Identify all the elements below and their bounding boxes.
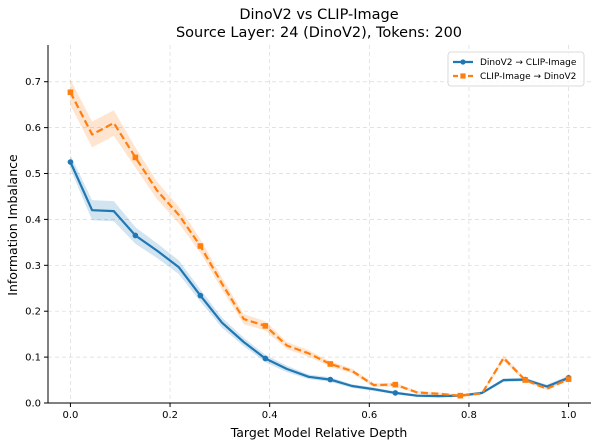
series-markers	[67, 89, 572, 399]
series-lines	[69, 91, 570, 398]
series-2-point	[67, 89, 74, 96]
legend: DinoV2 → CLIP-Image CLIP-Image → DinoV2	[447, 51, 585, 87]
x-tick-label: 0.8	[461, 410, 477, 421]
x-tick-label: 0.6	[361, 410, 377, 421]
legend-label-1: DinoV2 → CLIP-Image	[480, 58, 577, 68]
x-tick-label: 0.0	[62, 410, 78, 421]
series-2-point	[522, 377, 529, 383]
y-tick-label: 0.7	[25, 77, 41, 88]
series-1-point	[327, 376, 334, 383]
x-axis-label: Target Model Relative Depth	[230, 425, 408, 440]
series-2-point	[565, 376, 572, 382]
series-2-point	[457, 392, 464, 399]
series-1-point	[392, 390, 399, 396]
chart-title: DinoV2 vs CLIP-Image	[239, 7, 398, 23]
series-line-1	[69, 161, 570, 398]
series-2-point	[262, 323, 269, 329]
x-tick-label: 0.4	[262, 410, 278, 421]
y-axis-label: Information Imbalance	[5, 154, 20, 296]
y-ticks: 0.0 0.1 0.2 0.3 0.4 0.5 0.6 0.7	[25, 77, 48, 410]
series-2-point	[132, 154, 139, 161]
axes	[47, 45, 591, 404]
y-tick-label: 0.0	[25, 399, 41, 410]
chart-subtitle: Source Layer: 24 (DinoV2), Tokens: 200	[176, 25, 462, 41]
x-tick-label: 0.2	[162, 410, 178, 421]
x-tick-label: 1.0	[561, 410, 577, 421]
y-tick-label: 0.1	[25, 353, 41, 364]
series-2-point	[392, 381, 399, 388]
series-1-point	[67, 159, 74, 165]
legend-marker-2	[460, 73, 466, 79]
legend-frame	[447, 51, 585, 87]
series-2-point	[197, 243, 204, 249]
series-1-point	[197, 292, 204, 299]
series-1-point	[132, 232, 139, 239]
y-tick-label: 0.2	[25, 307, 41, 318]
y-tick-label: 0.6	[25, 123, 41, 134]
y-tick-label: 0.3	[25, 261, 41, 272]
series-2-point	[327, 361, 334, 367]
x-ticks: 0.0 0.2 0.4 0.6 0.8 1.0	[62, 403, 577, 421]
grid-lines	[48, 45, 591, 404]
legend-label-2: CLIP-Image → DinoV2	[480, 72, 576, 82]
legend-marker-1	[460, 59, 466, 65]
series-1-point	[262, 355, 269, 362]
series-line-2	[69, 91, 570, 397]
y-tick-label: 0.4	[25, 215, 41, 226]
y-tick-label: 0.5	[25, 169, 41, 180]
